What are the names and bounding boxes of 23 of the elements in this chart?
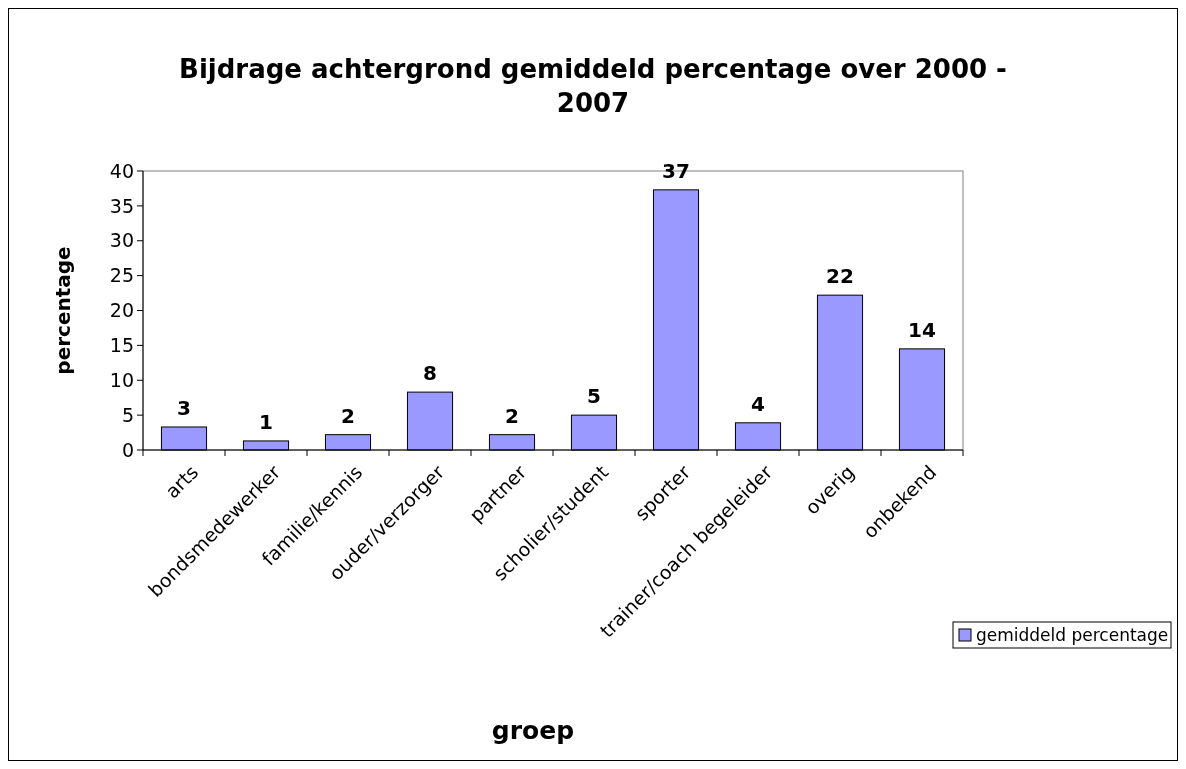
y-tick-label: 40 [109,159,134,182]
y-tick-label: 25 [109,264,134,287]
data-label: 37 [662,158,690,183]
y-tick-label: 30 [109,229,134,252]
y-tick-label: 35 [109,194,134,217]
data-label: 5 [587,384,601,409]
y-tick-label: 10 [109,368,134,391]
data-label: 2 [505,403,519,428]
y-tick-label: 5 [121,403,134,426]
y-tick-label: 20 [109,299,134,322]
data-label: 3 [177,395,191,420]
data-label: 8 [423,361,437,386]
chart-title: Bijdrage achtergrond gemiddeld percentage over 2000 - 2007 [179,54,1007,118]
data-label: 4 [751,391,765,416]
data-label: 2 [341,403,355,428]
data-label: 14 [908,317,936,342]
y-tick-label: 15 [109,334,134,357]
data-label: 22 [826,264,854,289]
x-axis-title: groep [491,716,575,745]
data-label: 1 [259,409,273,434]
legend-label: gemiddeld percentage [976,624,1169,645]
y-tick-label: 0 [121,438,134,461]
y-axis-title: percentage [51,246,75,375]
